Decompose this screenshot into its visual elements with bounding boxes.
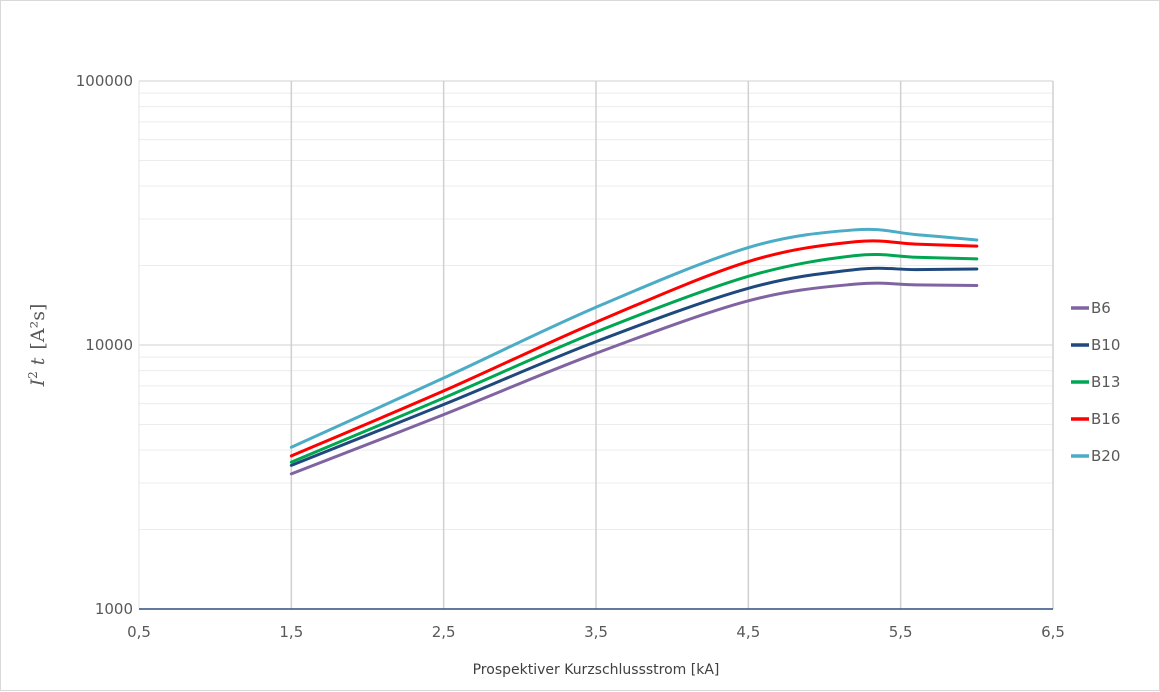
legend-label-b10: B10 [1091,336,1120,354]
x-tick-label: 0,5 [127,623,151,641]
x-tick-label: 3,5 [584,623,608,641]
legend: B6 B10 B13 B16 B20 [1071,299,1120,465]
x-tick-label: 1,5 [279,623,303,641]
y-axis-title-var: t [27,357,49,365]
series-line-b10 [289,266,979,467]
legend-label-b13: B13 [1091,373,1120,391]
x-axis: 0,5 1,5 2,5 3,5 4,5 5,5 6,5 [127,608,1065,641]
x-tick-label: 5,5 [889,623,913,641]
y-axis-title-base: I [27,378,49,387]
y-tick-label: 10000 [85,336,133,354]
x-tick-label: 2,5 [432,623,456,641]
y-tick-label: 1000 [95,600,133,618]
x-tick-label: 4,5 [736,623,760,641]
x-tick-label: 6,5 [1041,623,1065,641]
grid-lines [138,80,1054,609]
legend-label-b16: B16 [1091,410,1120,428]
series-line-b6 [289,281,979,476]
series-line-b13 [289,252,979,464]
y-axis-title-sup: 2 [26,371,40,379]
y-axis-title: I2 t [A²s] [26,304,49,388]
legend-label-b6: B6 [1091,299,1111,317]
y-axis-title-unit: [A²s] [27,304,49,350]
y-axis: 1000 10000 100000 [76,72,133,618]
series-lines [289,227,979,476]
y-tick-label: 100000 [76,72,133,90]
series-line-b20 [289,227,979,449]
series-line-b16 [289,239,979,458]
x-axis-title: Prospektiver Kurzschlussstrom [kA] [473,662,720,678]
legend-label-b20: B20 [1091,447,1120,465]
